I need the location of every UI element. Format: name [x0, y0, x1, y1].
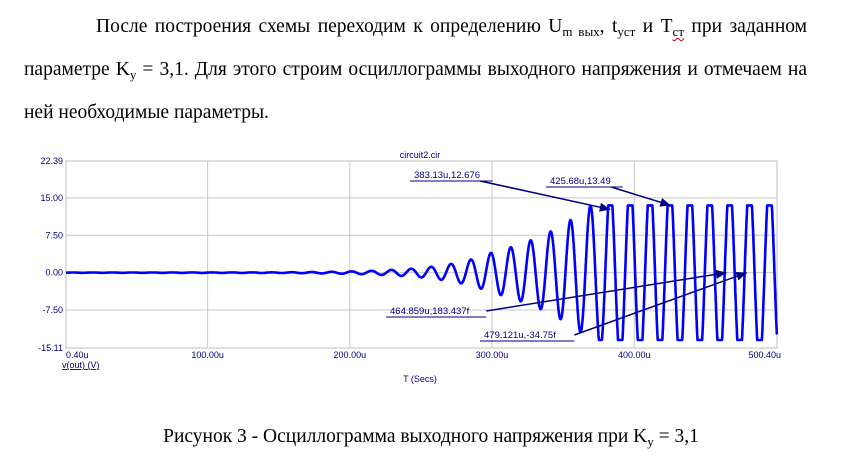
caption-tail: = 3,1 — [653, 426, 699, 447]
caption-text: Рисунок 3 - Осциллограмма выходного напр… — [163, 426, 648, 447]
y-tick-label: -15.11 — [38, 343, 63, 353]
y-tick-label: 7.50 — [45, 230, 63, 240]
chart-title: circuit2.cir — [400, 150, 441, 160]
subscript-k: у — [129, 67, 137, 82]
x-tick-label: 400.00u — [618, 350, 651, 360]
body-paragraph: После построения схемы переходим к опред… — [24, 8, 807, 132]
waveform — [64, 204, 779, 342]
oscillogram-figure: 22.39 15.00 7.50 0.00 -7.50 -15.11 0.40u 100.0… — [0, 140, 862, 400]
annotation-arrow — [574, 271, 747, 336]
y-tick-label: -7.50 — [42, 305, 63, 315]
oscillogram-chart: 22.39 15.00 7.50 0.00 -7.50 -15.11 0.40u 100.0… — [38, 150, 781, 384]
annotation-label: 383.13u,12.676 — [414, 170, 480, 181]
caption-subscript: у — [647, 434, 654, 449]
subscript-T: ст — [672, 24, 684, 39]
x-tick-label: 500.40u — [748, 350, 781, 360]
para-text-4: при заданном параметре K — [24, 16, 807, 80]
para-text-1: После построения схемы переходим к опред… — [96, 16, 563, 37]
y-tick-label: 0.00 — [45, 268, 63, 278]
subscript-t: уст — [617, 24, 636, 39]
trace-label: v(out) (V) — [62, 360, 100, 370]
figure-caption: Рисунок 3 - Осциллограмма выходного напр… — [0, 426, 862, 450]
x-tick-label: 0.40u — [66, 350, 89, 360]
x-tick-label: 200.00u — [334, 350, 367, 360]
para-text-5: = 3,1. Для этого строим осциллограммы вы… — [24, 59, 807, 123]
x-tick-label: 300.00u — [476, 350, 509, 360]
waveform-line — [64, 204, 779, 342]
plot-frame — [65, 160, 778, 349]
annotations: 383.13u,12.676 425.68u,13.49 464.859u,183.… — [386, 170, 747, 342]
annotation-arrow — [486, 269, 727, 312]
x-tick-label: 100.00u — [191, 350, 224, 360]
x-axis-label: T (Secs) — [403, 374, 437, 384]
subscript-um: m вых — [562, 24, 600, 39]
annotation-arrow — [610, 186, 671, 207]
annotation-label: 464.859u,183.437f — [390, 306, 470, 317]
annotation-label: 425.68u,13.49 — [550, 176, 611, 187]
annotation-arrow — [480, 180, 611, 212]
para-text-3: и T — [635, 16, 673, 37]
x-tick-labels: 0.40u 100.00u 200.00u 300.00u 400.00u 500.40u — [66, 350, 781, 360]
chart-grid — [65, 160, 778, 349]
y-tick-label: 22.39 — [40, 156, 63, 166]
annotation-label: 479.121u,-34.75f — [484, 330, 556, 341]
y-tick-label: 15.00 — [40, 193, 63, 203]
y-tick-labels: 22.39 15.00 7.50 0.00 -7.50 -15.11 — [38, 156, 63, 353]
para-text-2: , t — [599, 16, 618, 37]
